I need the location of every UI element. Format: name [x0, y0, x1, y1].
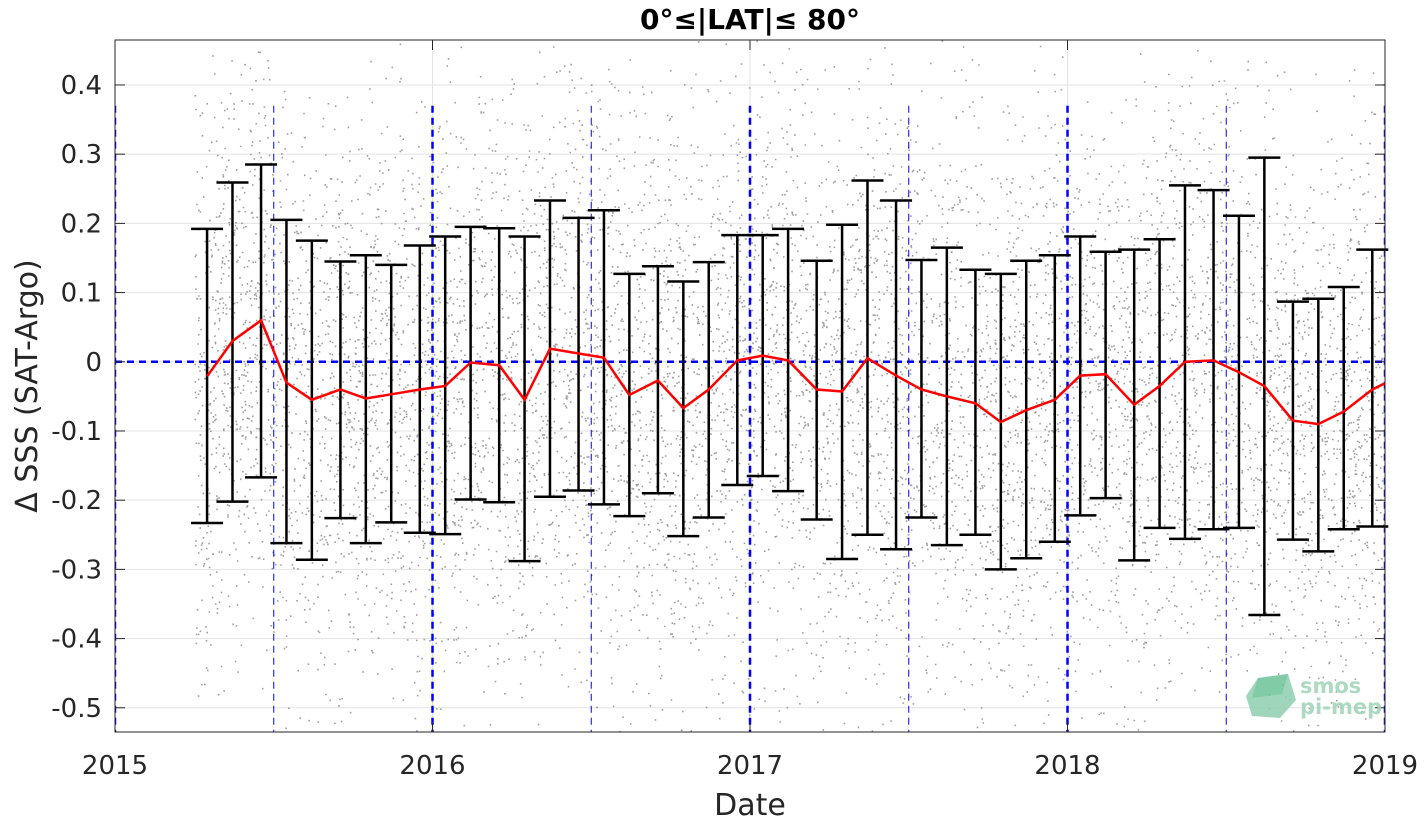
logo-text-line1: smos [1300, 674, 1361, 698]
y-tick-label: -0.2 [51, 486, 102, 516]
x-tick-label: 2015 [82, 751, 148, 781]
error-bar [1143, 238, 1176, 530]
error-bar [1327, 285, 1360, 531]
y-axis-label: Δ SSS (SAT-Argo) [10, 259, 45, 512]
mean-line [206, 318, 1386, 426]
y-tick-label: 0 [85, 348, 102, 378]
y-tick-label: -0.3 [51, 555, 102, 585]
y-tick-label: 0.4 [61, 71, 102, 101]
x-axis-label: Date [714, 788, 786, 819]
y-tick-label: 0.3 [61, 140, 102, 170]
monthly-mean-line [206, 318, 1386, 426]
reference-lines [115, 105, 1385, 732]
smos-pi-mep-logo: smos pi-mep [1246, 674, 1382, 719]
x-tick-label: 2019 [1352, 751, 1418, 781]
y-tick-label: 0.2 [61, 209, 102, 239]
x-tick-label: 2016 [399, 751, 465, 781]
logo-cube-face [1252, 674, 1288, 698]
y-tick-label: -0.5 [51, 694, 102, 724]
axis-ticks: 0.4 0.3 0.2 0.1 0 -0.1 -0.2 -0.3 -0.4 -0.5 2015 201… [51, 40, 1418, 781]
x-tick-label: 2018 [1034, 751, 1100, 781]
logo-text-line2: pi-mep [1300, 695, 1382, 719]
error-bar [1356, 248, 1389, 528]
chart-title: 0°≤|LAT|≤ 80° [640, 3, 860, 36]
y-tick-label: -0.4 [51, 625, 102, 655]
x-tick-label: 2017 [717, 751, 783, 781]
y-tick-label: -0.1 [51, 417, 102, 447]
y-tick-label: 0.1 [61, 279, 102, 309]
